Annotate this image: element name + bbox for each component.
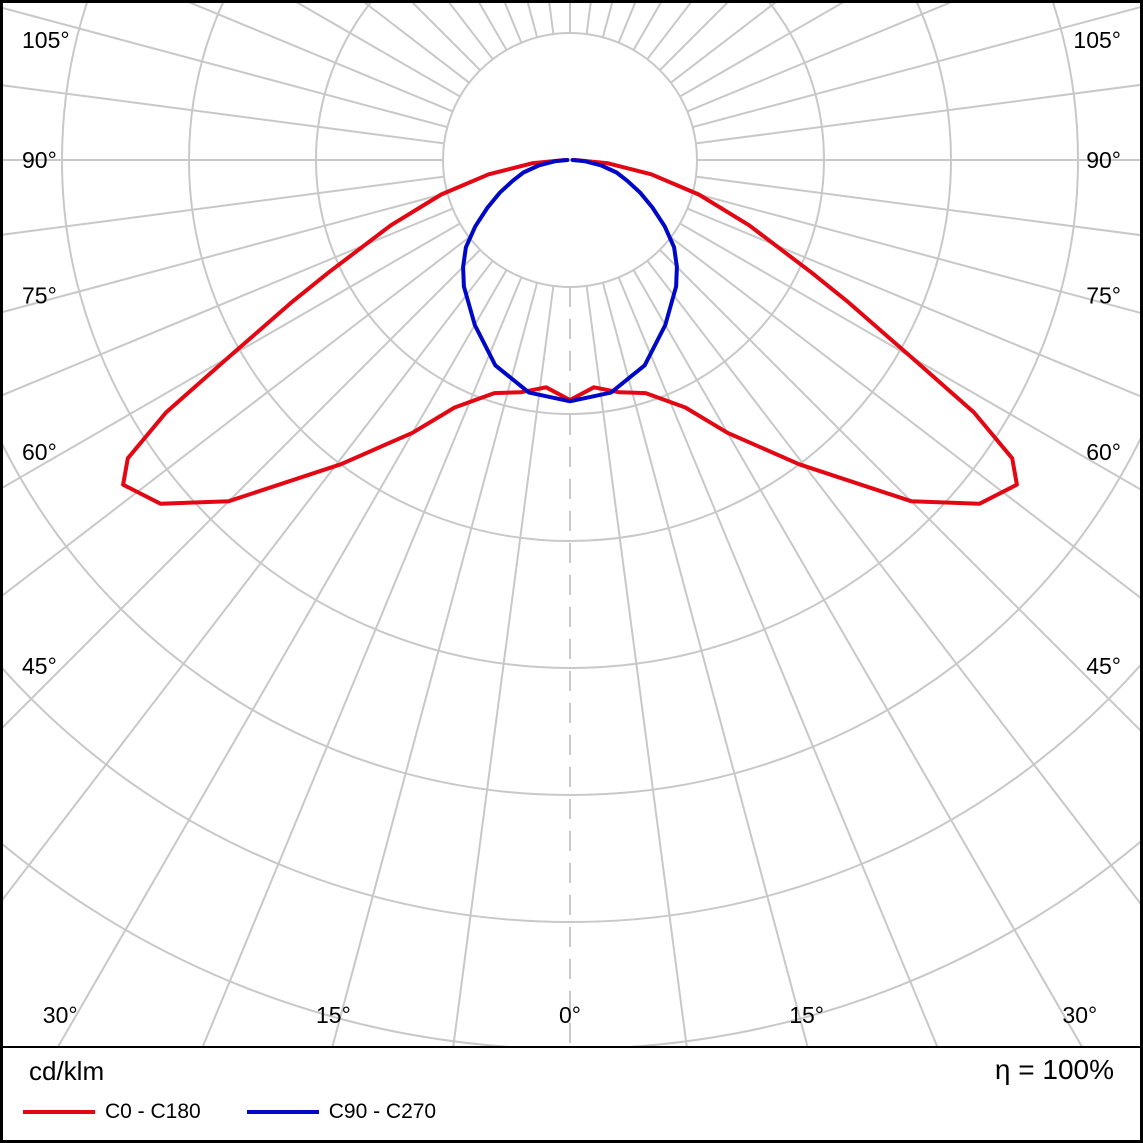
caption-bar: cd/klm η = 100% C0 - C180 C90 - C270	[3, 1046, 1140, 1140]
radial-gridline	[3, 207, 454, 396]
radial-gridline	[695, 175, 1140, 237]
radial-gridline	[331, 282, 539, 1046]
radial-gridline	[692, 6, 1140, 129]
angle-label-bottom: 15°	[789, 1002, 824, 1028]
radial-gridline	[670, 236, 1140, 599]
radial-gridline	[679, 3, 844, 98]
radial-gridline	[617, 276, 939, 1046]
radial-gridline	[601, 282, 809, 1046]
polar-chart-area: 105° 105° 90° 90° 75° 75° 60° 60° 45° 45° 30° 15° 0°…	[3, 3, 1140, 1046]
radial-gridline	[3, 175, 445, 236]
radial-gridline	[646, 260, 1140, 905]
angle-label-right: 90°	[1086, 147, 1121, 173]
radial-gridline	[3, 236, 470, 597]
radial-gridline	[3, 249, 481, 729]
radial-gridline	[686, 207, 1140, 398]
angle-label-left: 60°	[22, 439, 57, 465]
angle-label-left: 105°	[22, 27, 70, 53]
legend-label-c0-c180: C0 - C180	[105, 1100, 201, 1123]
legend-swatch-blue-line	[246, 1110, 319, 1114]
radial-gridline	[692, 191, 1140, 314]
radial-gridline	[478, 3, 508, 51]
angle-label-left: 90°	[22, 147, 57, 173]
curve-c90-c270	[461, 158, 679, 404]
efficiency-label: η = 100%	[994, 1054, 1114, 1085]
angle-label-bottom: 30°	[43, 1002, 78, 1028]
radial-gridline	[695, 83, 1140, 145]
legend: C0 - C180 C90 - C270	[23, 1100, 436, 1124]
angle-label-right: 75°	[1086, 283, 1121, 309]
radial-gridline	[3, 191, 448, 313]
radial-gridline	[296, 3, 461, 98]
radial-gridline	[659, 249, 1140, 732]
legend-item-c0-c180: C0 - C180	[23, 1100, 201, 1124]
radial-gridline	[679, 222, 1140, 491]
radial-gridline	[188, 3, 454, 113]
angle-label-right: 45°	[1086, 653, 1121, 679]
grid-ring	[3, 437, 1140, 796]
grid-ring	[442, 32, 698, 288]
radial-gridline	[585, 285, 688, 1046]
radial-gridline	[526, 3, 539, 38]
angle-label-bottom: 30°	[1062, 1002, 1097, 1028]
radial-gridline	[201, 276, 523, 1046]
radial-gridline	[601, 3, 614, 38]
radial-gridline	[3, 84, 445, 145]
angle-label-left: 75°	[22, 283, 57, 309]
radial-gridline	[3, 260, 494, 901]
radial-gridline	[3, 7, 448, 129]
radial-gridline	[452, 285, 555, 1046]
radial-gridline	[448, 3, 494, 60]
legend-item-c90-c270: C90 - C270	[246, 1100, 437, 1124]
radial-gridline	[686, 3, 952, 113]
radial-gridline	[632, 269, 1083, 1046]
grid-ring	[3, 663, 1140, 923]
radial-gridline	[57, 269, 508, 1046]
legend-label-c90-c270: C90 - C270	[328, 1100, 437, 1123]
legend-swatch-red-line	[23, 1110, 95, 1114]
unit-label: cd/klm	[29, 1056, 105, 1086]
angle-label-right: 105°	[1073, 27, 1121, 53]
angle-label-bottom: 15°	[316, 1002, 351, 1028]
polar-chart-svg: 105° 105° 90° 90° 75° 75° 60° 60° 45° 45° 30° 15° 0°…	[3, 3, 1140, 1046]
angle-label-right: 60°	[1086, 439, 1121, 465]
angle-label-left: 45°	[22, 653, 57, 679]
angle-label-bottom: 0°	[559, 1002, 581, 1028]
radial-gridline	[3, 222, 461, 489]
